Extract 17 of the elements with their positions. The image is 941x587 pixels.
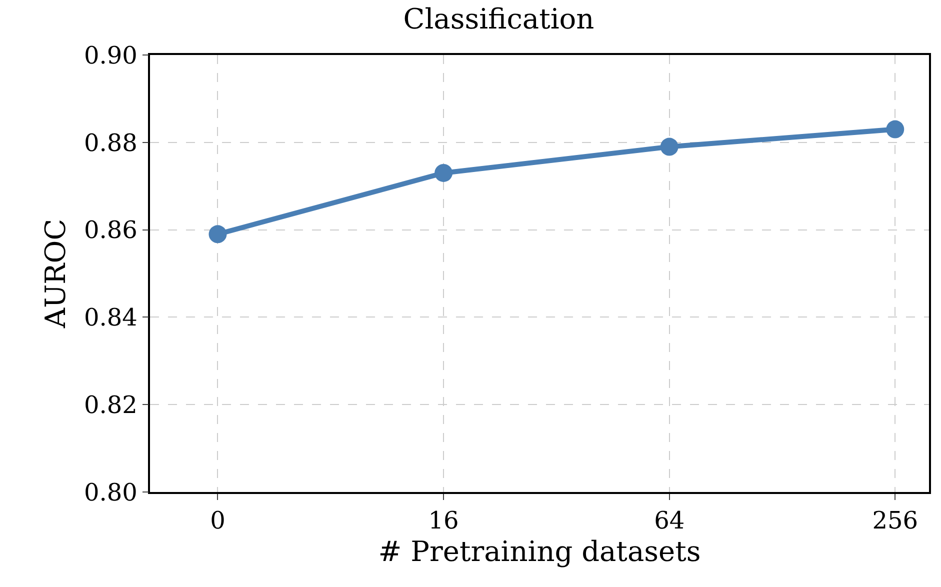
point — [886, 120, 904, 138]
y-tick-label: 0.88 — [84, 128, 138, 157]
chart-title: Classification — [403, 2, 594, 36]
y-tick-label: 0.84 — [84, 304, 138, 332]
y-tick-label: 0.80 — [84, 478, 138, 506]
y-tick-label: 0.82 — [84, 391, 138, 419]
x-axis-title: # Pretraining datasets — [378, 535, 701, 568]
y-tick-label: 0.90 — [84, 41, 138, 70]
x-tick-label: 256 — [872, 506, 918, 535]
y-tick-label: 0.86 — [84, 216, 138, 244]
x-tick-label: 0 — [210, 506, 226, 535]
x-tick-label: 16 — [428, 506, 459, 535]
point — [434, 164, 453, 182]
point — [660, 138, 678, 156]
point — [208, 225, 227, 244]
x-tick-label: 64 — [654, 506, 685, 535]
y-axis-title: AUROC — [39, 218, 72, 330]
